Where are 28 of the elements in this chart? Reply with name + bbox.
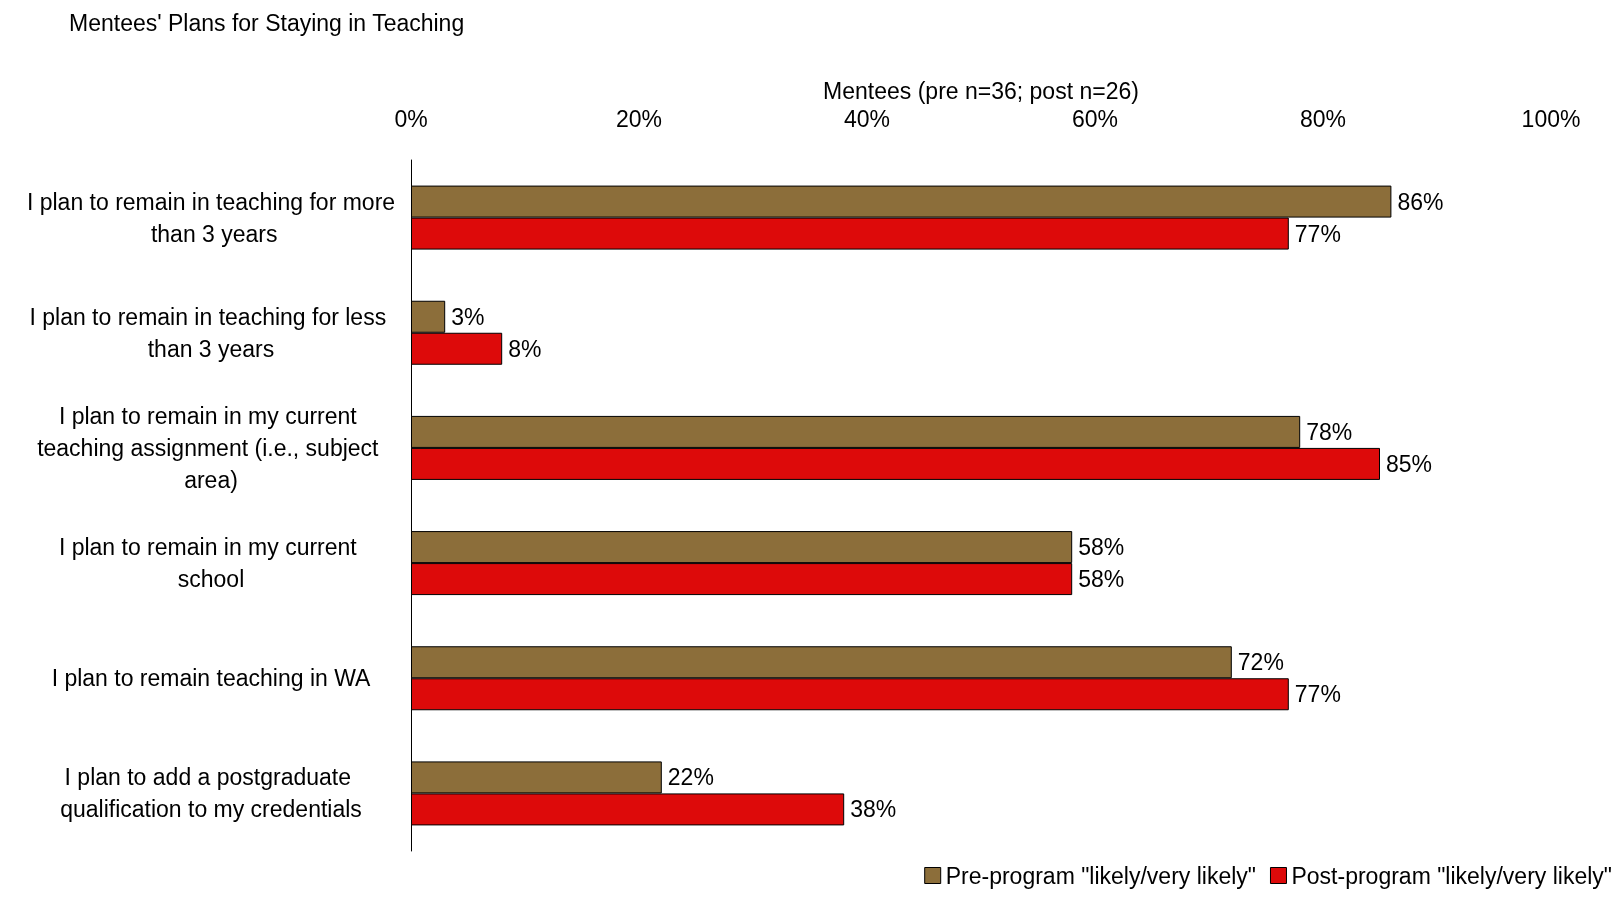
x-tick-label: 100% bbox=[1521, 105, 1581, 132]
data-label: 85% bbox=[1386, 450, 1433, 477]
x-tick-label: 80% bbox=[1299, 105, 1347, 132]
y-tick-label: I plan to remain in teaching for more than 3 years bbox=[26, 188, 396, 247]
data-label: 22% bbox=[667, 764, 714, 791]
data-label: 8% bbox=[508, 335, 542, 362]
x-tick-label: 60% bbox=[1071, 105, 1119, 132]
y-tick-label: I plan to remain in teaching for less than 3 years bbox=[29, 303, 393, 362]
data-label: 78% bbox=[1306, 418, 1353, 445]
data-label: 58% bbox=[1078, 566, 1125, 593]
y-tick-label: I plan to remain teaching in WA bbox=[51, 665, 372, 692]
x-axis-title: Mentees (pre n=36; post n=26) bbox=[823, 77, 1139, 104]
y-tick-label: I plan to remain in my current teaching assignment (i.e., subject area) bbox=[37, 402, 385, 493]
x-tick-label: 0% bbox=[394, 105, 428, 132]
legend-label: Post-program "likely/very likely" bbox=[1291, 862, 1613, 889]
chart-title: Mentees' Plans for Staying in Teaching bbox=[69, 9, 465, 36]
data-label: 72% bbox=[1237, 649, 1284, 676]
y-tick-label: I plan to add a postgraduate qualification to my credentials bbox=[60, 764, 362, 823]
data-label: 77% bbox=[1294, 681, 1341, 708]
x-tick-label: 20% bbox=[615, 105, 663, 132]
legend-label: Pre-program "likely/very likely" bbox=[945, 862, 1256, 889]
x-tick-label: 40% bbox=[843, 105, 891, 132]
y-tick-label: I plan to remain in my current school bbox=[58, 534, 364, 593]
data-label: 86% bbox=[1397, 188, 1444, 215]
data-label: 58% bbox=[1078, 534, 1125, 561]
data-label: 3% bbox=[451, 303, 485, 330]
data-label: 77% bbox=[1294, 220, 1341, 247]
data-label: 38% bbox=[850, 796, 897, 823]
